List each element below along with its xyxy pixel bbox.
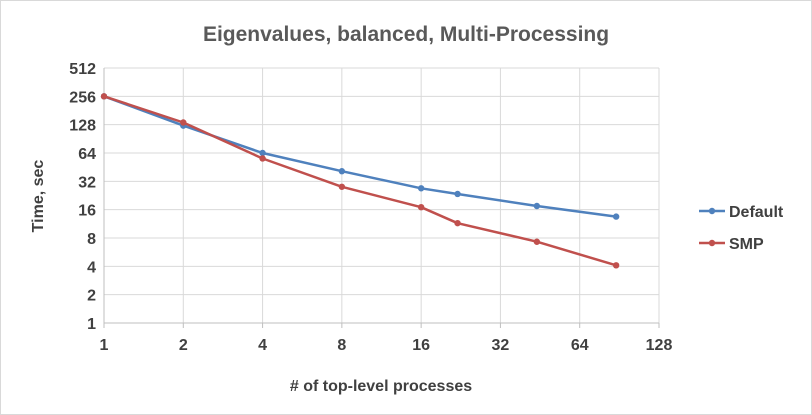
series-group bbox=[100, 93, 620, 269]
data-point-default bbox=[417, 185, 425, 192]
data-point-default bbox=[533, 202, 541, 210]
x-tick-label: 16 bbox=[412, 337, 430, 354]
data-point-default bbox=[338, 168, 346, 175]
y-tick-label: 16 bbox=[78, 203, 96, 220]
data-point-default bbox=[259, 149, 266, 157]
y-tick-label: 512 bbox=[69, 61, 96, 78]
x-axis-title: # of top-level processes bbox=[290, 378, 472, 395]
y-tick-label: 256 bbox=[69, 89, 96, 106]
x-tick-label: 8 bbox=[337, 337, 346, 354]
data-point-smp bbox=[338, 183, 346, 190]
legend-label-smp: SMP bbox=[729, 236, 764, 253]
x-tick-label: 4 bbox=[258, 337, 267, 354]
data-point-smp bbox=[454, 219, 461, 227]
data-point-smp bbox=[533, 238, 541, 245]
y-tick-label: 64 bbox=[78, 146, 96, 163]
legend-label-default: Default bbox=[729, 204, 784, 221]
legend-marker-default bbox=[708, 207, 716, 215]
x-tick-label: 2 bbox=[179, 337, 188, 354]
x-tick-label: 128 bbox=[646, 337, 673, 354]
data-point-smp bbox=[100, 93, 108, 100]
gridlines bbox=[104, 67, 660, 324]
y-tick-label: 32 bbox=[78, 174, 96, 191]
y-tick-label: 8 bbox=[87, 231, 96, 248]
series-line-smp bbox=[103, 95, 617, 267]
data-point-smp bbox=[417, 203, 425, 211]
series-line-default bbox=[103, 95, 617, 218]
x-tick-label: 1 bbox=[100, 337, 109, 354]
legend-marker-smp bbox=[708, 239, 716, 247]
x-tick-label: 64 bbox=[571, 337, 589, 354]
data-point-smp bbox=[612, 262, 620, 269]
chart-title: Eigenvalues, balanced, Multi-Processing bbox=[203, 23, 609, 46]
y-tick-label: 128 bbox=[69, 118, 96, 135]
legend: Default SMP bbox=[699, 204, 784, 253]
y-tick-label: 1 bbox=[87, 316, 96, 333]
data-point-default bbox=[612, 213, 620, 220]
x-tick-label: 32 bbox=[492, 337, 510, 354]
y-axis-title: Time, sec bbox=[30, 160, 47, 233]
y-tick-label: 2 bbox=[87, 288, 96, 305]
y-tick-label: 4 bbox=[87, 259, 96, 276]
data-point-smp bbox=[259, 155, 266, 162]
tick-labels: 1 2 4 8 16 32 64 128 256 512 1 2 4 8 16 32 64 128 bbox=[69, 61, 672, 354]
data-point-default bbox=[454, 190, 461, 198]
axes bbox=[103, 68, 660, 328]
data-point-smp bbox=[180, 119, 187, 126]
